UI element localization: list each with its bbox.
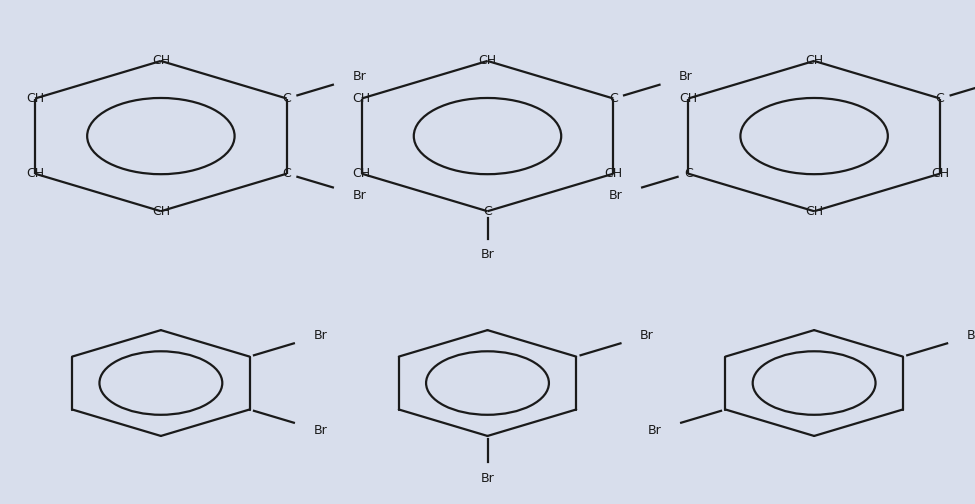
Text: CH: CH — [805, 205, 823, 218]
Text: CH: CH — [680, 92, 697, 105]
Text: Br: Br — [353, 71, 367, 83]
Text: CH: CH — [353, 92, 370, 105]
Text: CH: CH — [152, 205, 170, 218]
Text: C: C — [683, 167, 692, 180]
Text: CH: CH — [353, 167, 370, 180]
Text: C: C — [936, 92, 945, 105]
Text: Br: Br — [647, 424, 661, 437]
Text: Br: Br — [967, 329, 975, 342]
Text: C: C — [283, 92, 292, 105]
Text: CH: CH — [26, 167, 44, 180]
Text: Br: Br — [314, 424, 328, 437]
Text: CH: CH — [805, 54, 823, 68]
Text: Br: Br — [481, 472, 494, 485]
Text: C: C — [283, 167, 292, 180]
Text: Br: Br — [608, 189, 622, 202]
Text: Br: Br — [680, 71, 693, 83]
Text: CH: CH — [931, 167, 949, 180]
Text: CH: CH — [26, 92, 44, 105]
Text: C: C — [609, 92, 618, 105]
Text: CH: CH — [152, 54, 170, 68]
Text: CH: CH — [479, 54, 496, 68]
Text: C: C — [484, 205, 491, 218]
Text: Br: Br — [641, 329, 654, 342]
Text: Br: Br — [314, 329, 328, 342]
Text: Br: Br — [481, 248, 494, 261]
Text: CH: CH — [604, 167, 622, 180]
Text: Br: Br — [353, 189, 367, 202]
